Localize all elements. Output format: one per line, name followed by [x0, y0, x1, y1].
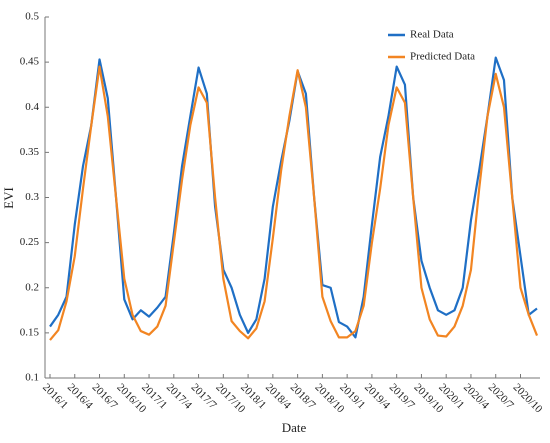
x-tick-label: 2016/4: [65, 381, 95, 411]
x-tick-label: 2017/7: [189, 381, 219, 411]
x-tick-label: 2017/4: [164, 381, 194, 411]
legend-label: Predicted Data: [410, 51, 475, 63]
y-tick-label: 0.5: [25, 11, 39, 23]
x-tick-label: 2016/7: [90, 381, 120, 411]
legend-label: Real Data: [410, 29, 454, 41]
y-tick-label: 0.3: [25, 191, 39, 203]
y-tick-label: 0.45: [20, 56, 40, 68]
x-axis-label: Date: [282, 420, 307, 435]
y-tick-label: 0.2: [25, 281, 39, 293]
line-series: [49, 65, 539, 341]
x-tick-label: 2016/1: [40, 381, 70, 411]
y-tick-label: 0.1: [25, 372, 39, 384]
x-tick-label: 2019/7: [387, 381, 417, 411]
y-tick-label: 0.15: [20, 326, 40, 338]
y-tick-label: 0.25: [20, 236, 40, 248]
x-tick-label: 2019/4: [362, 381, 392, 411]
y-tick-label: 0.35: [20, 146, 40, 158]
line-series: [49, 56, 538, 339]
x-tick-label: 2020/4: [461, 381, 491, 411]
y-tick-label: 0.4: [25, 101, 39, 113]
x-tick-label: 2020/7: [486, 381, 516, 411]
y-axis-label: EVI: [1, 187, 16, 209]
x-tick-label: 2018/4: [263, 381, 293, 411]
x-tick-label: 2018/7: [288, 381, 318, 411]
x-tick-label: 2020/10: [511, 381, 545, 415]
